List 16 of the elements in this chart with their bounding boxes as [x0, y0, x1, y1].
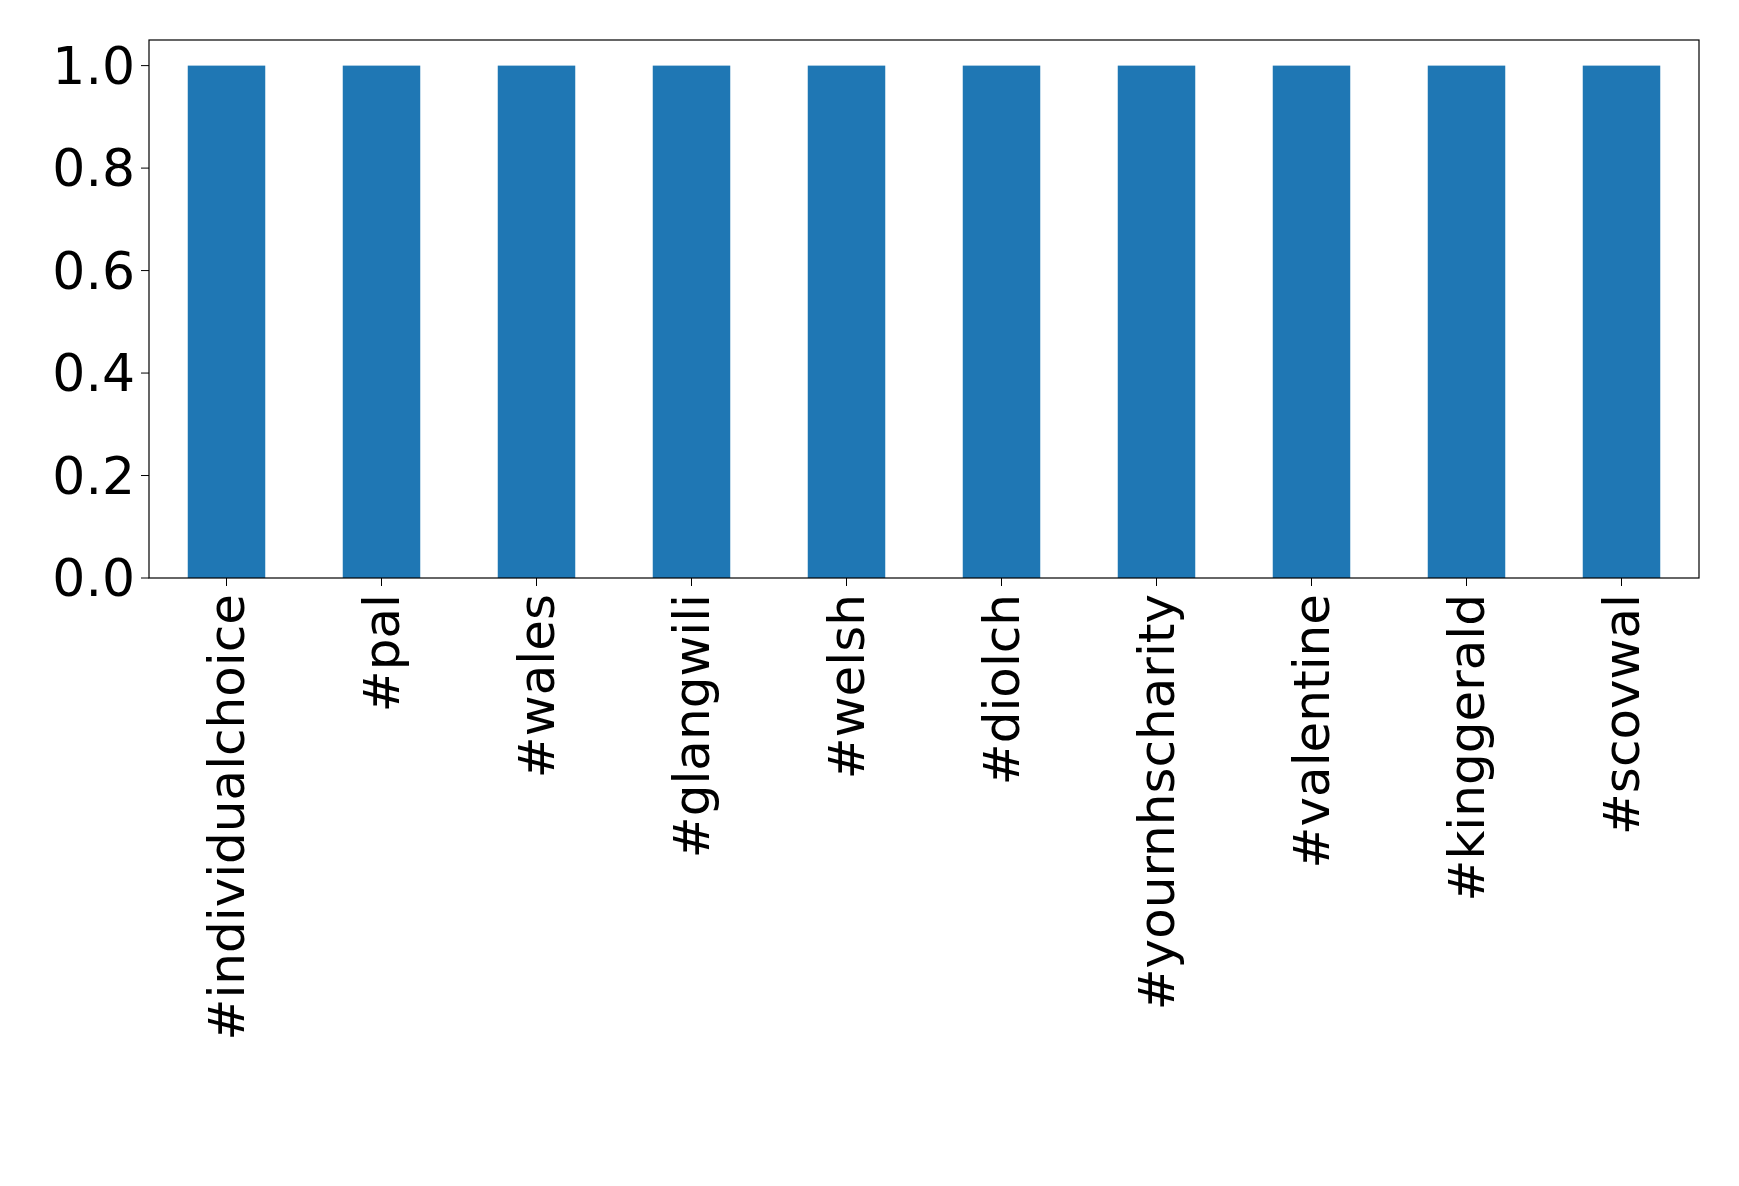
y-tick-label: 0.4	[52, 343, 135, 404]
y-tick-label: 0.8	[52, 138, 135, 199]
x-tick-label: #pal	[353, 594, 411, 713]
x-tick-label: #diolch	[973, 594, 1031, 786]
y-tick-label: 0.0	[52, 548, 135, 609]
y-tick-label: 1.0	[52, 35, 135, 96]
x-tick-label: #kinggerald	[1438, 594, 1496, 902]
x-tick-label: #scovwal	[1593, 594, 1651, 836]
x-tick-label: #yournhscharity	[1128, 594, 1186, 1011]
x-tick-label: #glangwili	[663, 594, 721, 859]
x-tick-label: #individualchoice	[198, 594, 256, 1041]
y-tick-label: 0.6	[52, 240, 135, 301]
x-tick-label: #welsh	[818, 594, 876, 780]
x-tick-label: #valentine	[1283, 594, 1341, 869]
x-tick-label: #wales	[508, 594, 566, 779]
y-tick-label: 0.2	[52, 445, 135, 506]
